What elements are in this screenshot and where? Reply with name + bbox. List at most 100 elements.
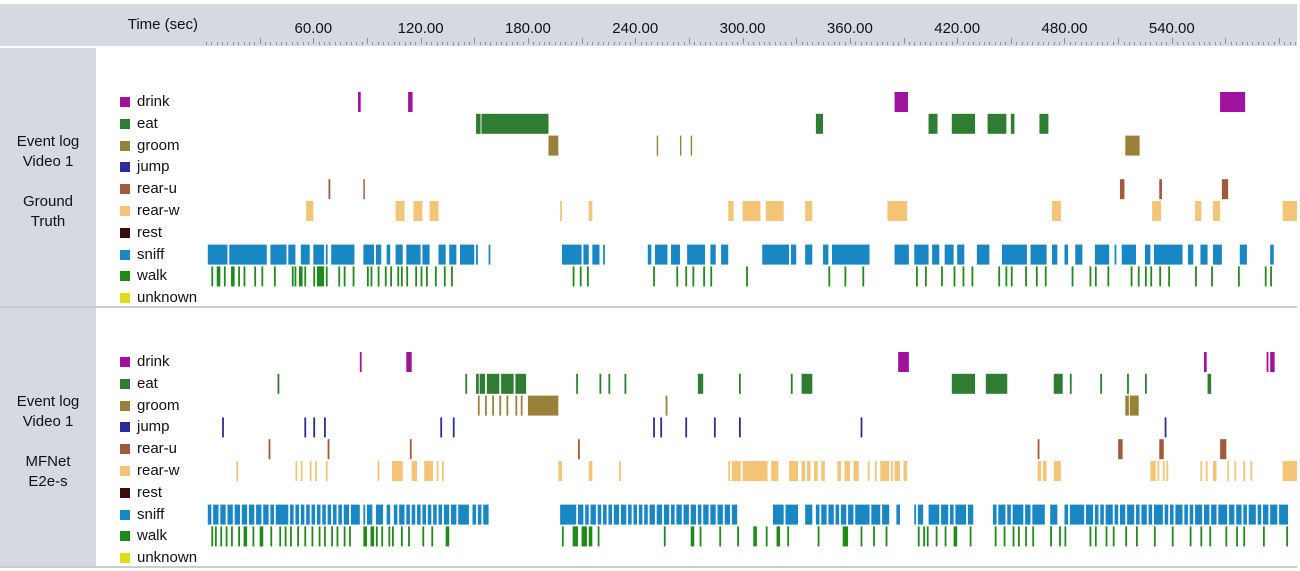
event-bar-walk (1168, 266, 1171, 287)
event-bar-sniff (1279, 504, 1289, 525)
ruler-tick (774, 42, 776, 45)
event-bar-sniff (366, 504, 373, 525)
event-bar-walk (316, 266, 325, 287)
event-bar-walk (324, 526, 326, 547)
event-bar-walk (304, 266, 307, 287)
ruler-tick (694, 42, 696, 45)
ruler-tick (1155, 42, 1157, 45)
ruler-tick (876, 42, 878, 45)
ruler-tick (597, 42, 599, 45)
event-bar-walk (953, 526, 958, 547)
event-bar-rear-w (728, 201, 734, 221)
event-bar-eat (624, 373, 627, 394)
ruler-tick (951, 42, 953, 45)
ruler-tick (764, 42, 766, 45)
panel-title-column (0, 48, 97, 306)
x-tick-label: 120.00 (397, 20, 444, 37)
event-bar-sniff (1189, 504, 1194, 525)
event-bar-rear-w (806, 461, 811, 481)
event-bar-sniff (1211, 504, 1217, 525)
event-bar-walk (338, 266, 341, 287)
ruler-tick (1032, 42, 1034, 45)
ruler-tick (957, 38, 959, 44)
event-bar-rear-w (295, 461, 298, 481)
ruler-tick (468, 42, 470, 45)
event-bar-walk (1243, 526, 1246, 547)
event-bar-walk (220, 526, 223, 547)
event-bar-walk (445, 526, 450, 547)
legend-swatch (120, 293, 130, 304)
event-bar-sniff (1144, 244, 1151, 265)
event-bar-rear-w (771, 461, 779, 481)
event-bar-walk (1044, 266, 1047, 287)
event-bar-sniff (1119, 504, 1126, 525)
event-bar-walk (377, 266, 380, 287)
event-bar-walk (885, 526, 888, 547)
event-bar-walk (1237, 266, 1240, 287)
event-bar-rear-w (1212, 461, 1217, 481)
ruler-tick (511, 42, 513, 45)
event-bar-walk (261, 266, 264, 287)
event-bar-sniff (710, 244, 716, 265)
ruler-tick (865, 42, 867, 45)
ruler-tick (1026, 42, 1028, 45)
event-bar-jump (222, 417, 224, 438)
event-bar-walk (737, 526, 739, 547)
event-bar-sniff (785, 504, 798, 525)
event-bar-rear-w (1234, 461, 1237, 481)
event-bar-eat (815, 113, 824, 134)
ruler-tick (640, 42, 642, 45)
ruler-tick (318, 42, 320, 45)
event-bar-sniff (1239, 244, 1247, 265)
ruler-tick (1236, 42, 1238, 45)
event-bar-rear-u (1159, 179, 1162, 200)
event-bar-sniff (1248, 504, 1256, 525)
event-bar-walk (370, 266, 373, 287)
event-bar-rear-w (880, 461, 890, 481)
event-bar-walk (572, 526, 579, 547)
event-bar-sniff (1127, 504, 1135, 525)
event-bar-sniff (327, 504, 332, 525)
ruler-tick (662, 42, 664, 45)
ruler-tick (232, 42, 234, 45)
event-bar-drink (1220, 92, 1246, 112)
ruler-tick (393, 42, 395, 45)
event-bar-drink (408, 92, 413, 112)
event-bar-jump (1164, 417, 1167, 438)
event-bar-walk (1125, 526, 1128, 547)
event-bar-rear-w (837, 461, 841, 481)
ruler-tick (871, 42, 873, 45)
ruler-tick (887, 42, 889, 45)
ruler-tick (329, 42, 331, 45)
event-bar-sniff (831, 244, 870, 265)
event-bar-walk (969, 526, 972, 547)
ruler-tick (984, 42, 985, 45)
event-bar-walk (243, 266, 246, 287)
event-bar-walk (1012, 526, 1015, 547)
event-bar-sniff (1184, 504, 1188, 525)
event-bar-sniff (896, 504, 900, 525)
event-bar-sniff (644, 504, 648, 525)
ruler-tick (747, 42, 749, 45)
event-bar-sniff (386, 504, 391, 525)
event-bar-sniff (422, 504, 426, 525)
event-bar-walk (746, 266, 748, 287)
event-bar-sniff (1114, 244, 1117, 265)
event-bar-walk (243, 526, 248, 547)
event-bar-walk (384, 266, 387, 287)
ruler-tick (1005, 42, 1007, 45)
event-bar-walk (299, 266, 303, 287)
event-bar-rear-u (1119, 179, 1125, 200)
ruler-tick (833, 42, 835, 45)
ruler-tick (1220, 42, 1222, 45)
event-bar-walk (392, 526, 394, 547)
event-bar-sniff (1187, 244, 1194, 265)
legend-label: rear-w (137, 462, 180, 479)
legend-label: groom (137, 396, 180, 414)
ruler-tick (1128, 42, 1130, 45)
event-bar-groom (679, 135, 682, 156)
event-bar-rear-w (742, 461, 768, 481)
event-bar-walk (370, 526, 375, 547)
event-bar-sniff (295, 504, 300, 525)
